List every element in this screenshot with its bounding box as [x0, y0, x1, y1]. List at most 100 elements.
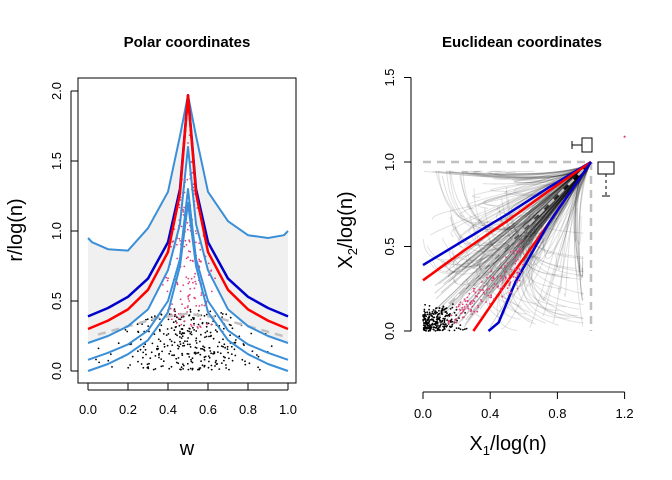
polar-black-point [158, 352, 161, 355]
euclidean-curve [432, 161, 592, 313]
polar-black-point [184, 340, 186, 343]
polar-black-point [191, 316, 194, 319]
polar-black-point [221, 313, 224, 315]
polar-x-tick-label: 0.4 [159, 402, 177, 417]
euclidean-black-point [428, 308, 430, 311]
polar-pink-point [178, 237, 181, 240]
euclidean-pink-point [481, 281, 483, 283]
euclidean-pink-point [455, 321, 458, 324]
polar-line-red-bound [87, 93, 289, 331]
euclidean-black-point [423, 310, 426, 313]
polar-pink-point [188, 281, 191, 283]
euclidean-pink-point [509, 268, 512, 271]
polar-black-point [166, 328, 169, 330]
polar-black-point [149, 357, 152, 360]
polar-pink-point [187, 142, 189, 144]
euclidean-pink-point [461, 311, 463, 314]
polar-black-point [160, 313, 163, 316]
polar-black-point [146, 318, 149, 321]
polar-line-band-inner-upper [87, 146, 289, 344]
euclidean-pink-point [514, 256, 517, 259]
euclidean-pink-point [473, 300, 476, 303]
polar-pink-point [172, 240, 175, 243]
euclidean-pink-point [483, 285, 485, 287]
polar-pink-point [189, 287, 192, 290]
polar-black-point [192, 326, 194, 329]
euclidean-black-point [436, 315, 439, 318]
euclidean-black-point [434, 326, 437, 329]
euclidean-pink-point [490, 296, 493, 298]
polar-pink-point [195, 283, 198, 285]
polar-pink-point [198, 258, 201, 261]
euclidean-curve [503, 162, 593, 314]
euclidean-curve [509, 162, 593, 324]
polar-black-point [182, 345, 184, 347]
polar-y-tick-label: 0.0 [49, 362, 64, 380]
euclidean-black-point [436, 321, 439, 324]
euclidean-black-point [448, 329, 451, 332]
euclidean-black-point [449, 320, 452, 323]
euclidean-black-point [438, 329, 440, 332]
euclidean-pink-point [470, 300, 473, 302]
euclidean-pink-point [485, 301, 487, 303]
polar-black-point [162, 333, 165, 335]
polar-black-point [157, 338, 160, 341]
polar-black-point [227, 351, 230, 354]
euclidean-black-point [428, 315, 430, 317]
polar-black-point [213, 351, 215, 353]
polar-pink-point [206, 323, 209, 326]
euclidean-black-point [434, 321, 437, 324]
euclidean-curve [429, 161, 592, 274]
euclidean-curve [488, 161, 592, 290]
polar-black-point [148, 362, 150, 365]
polar-pink-point [187, 295, 190, 298]
euclidean-black-point [428, 325, 431, 328]
euclidean-black-point [464, 328, 466, 331]
euclidean-black-point [430, 313, 432, 315]
polar-black-point [214, 329, 217, 331]
polar-black-point [180, 328, 183, 330]
polar-pink-point [176, 283, 179, 286]
euclidean-black-point [442, 328, 445, 331]
polar-black-point [163, 343, 166, 345]
euclidean-black-point [429, 329, 431, 332]
euclidean-x-tick-label: 0.0 [414, 406, 432, 421]
euclidean-curve [453, 161, 592, 307]
polar-black-point [189, 343, 191, 346]
polar-pink-point [189, 250, 192, 253]
euclidean-black-point [445, 314, 448, 317]
euclidean-x-label: X1/log(n) [469, 433, 546, 458]
euclidean-curve [465, 161, 592, 270]
euclidean-pink-point [466, 305, 469, 308]
polar-black-point [222, 338, 224, 341]
polar-black-point [199, 353, 202, 356]
euclidean-black-point [432, 312, 434, 315]
polar-black-point [176, 334, 179, 337]
polar-black-point [206, 330, 209, 333]
polar-pink-point [182, 209, 185, 212]
polar-black-point [158, 356, 160, 359]
euclidean-curve [482, 161, 592, 298]
euclidean-black-point [451, 306, 454, 309]
euclidean-pink-point [517, 267, 520, 269]
euclidean-pink-point [518, 247, 521, 250]
euclidean-pink-point [516, 250, 518, 253]
euclidean-curve [454, 161, 592, 318]
polar-black-point [189, 346, 192, 348]
polar-line-band-outer-lower [87, 202, 289, 372]
polar-black-point [243, 344, 245, 347]
euclidean-pink-point [516, 274, 519, 276]
polar-pink-point [197, 327, 199, 329]
polar-black-point [195, 347, 198, 349]
euclidean-pink-point [500, 266, 503, 269]
polar-pink-point [179, 240, 182, 242]
polar-black-point [217, 351, 219, 353]
euclidean-pink-point [504, 275, 507, 278]
polar-black-point [203, 346, 206, 349]
euclidean-black-point [424, 311, 427, 314]
euclidean-curve [486, 162, 593, 314]
polar-black-point [244, 363, 247, 366]
polar-black-point [216, 345, 219, 348]
euclidean-black-point [455, 308, 458, 311]
